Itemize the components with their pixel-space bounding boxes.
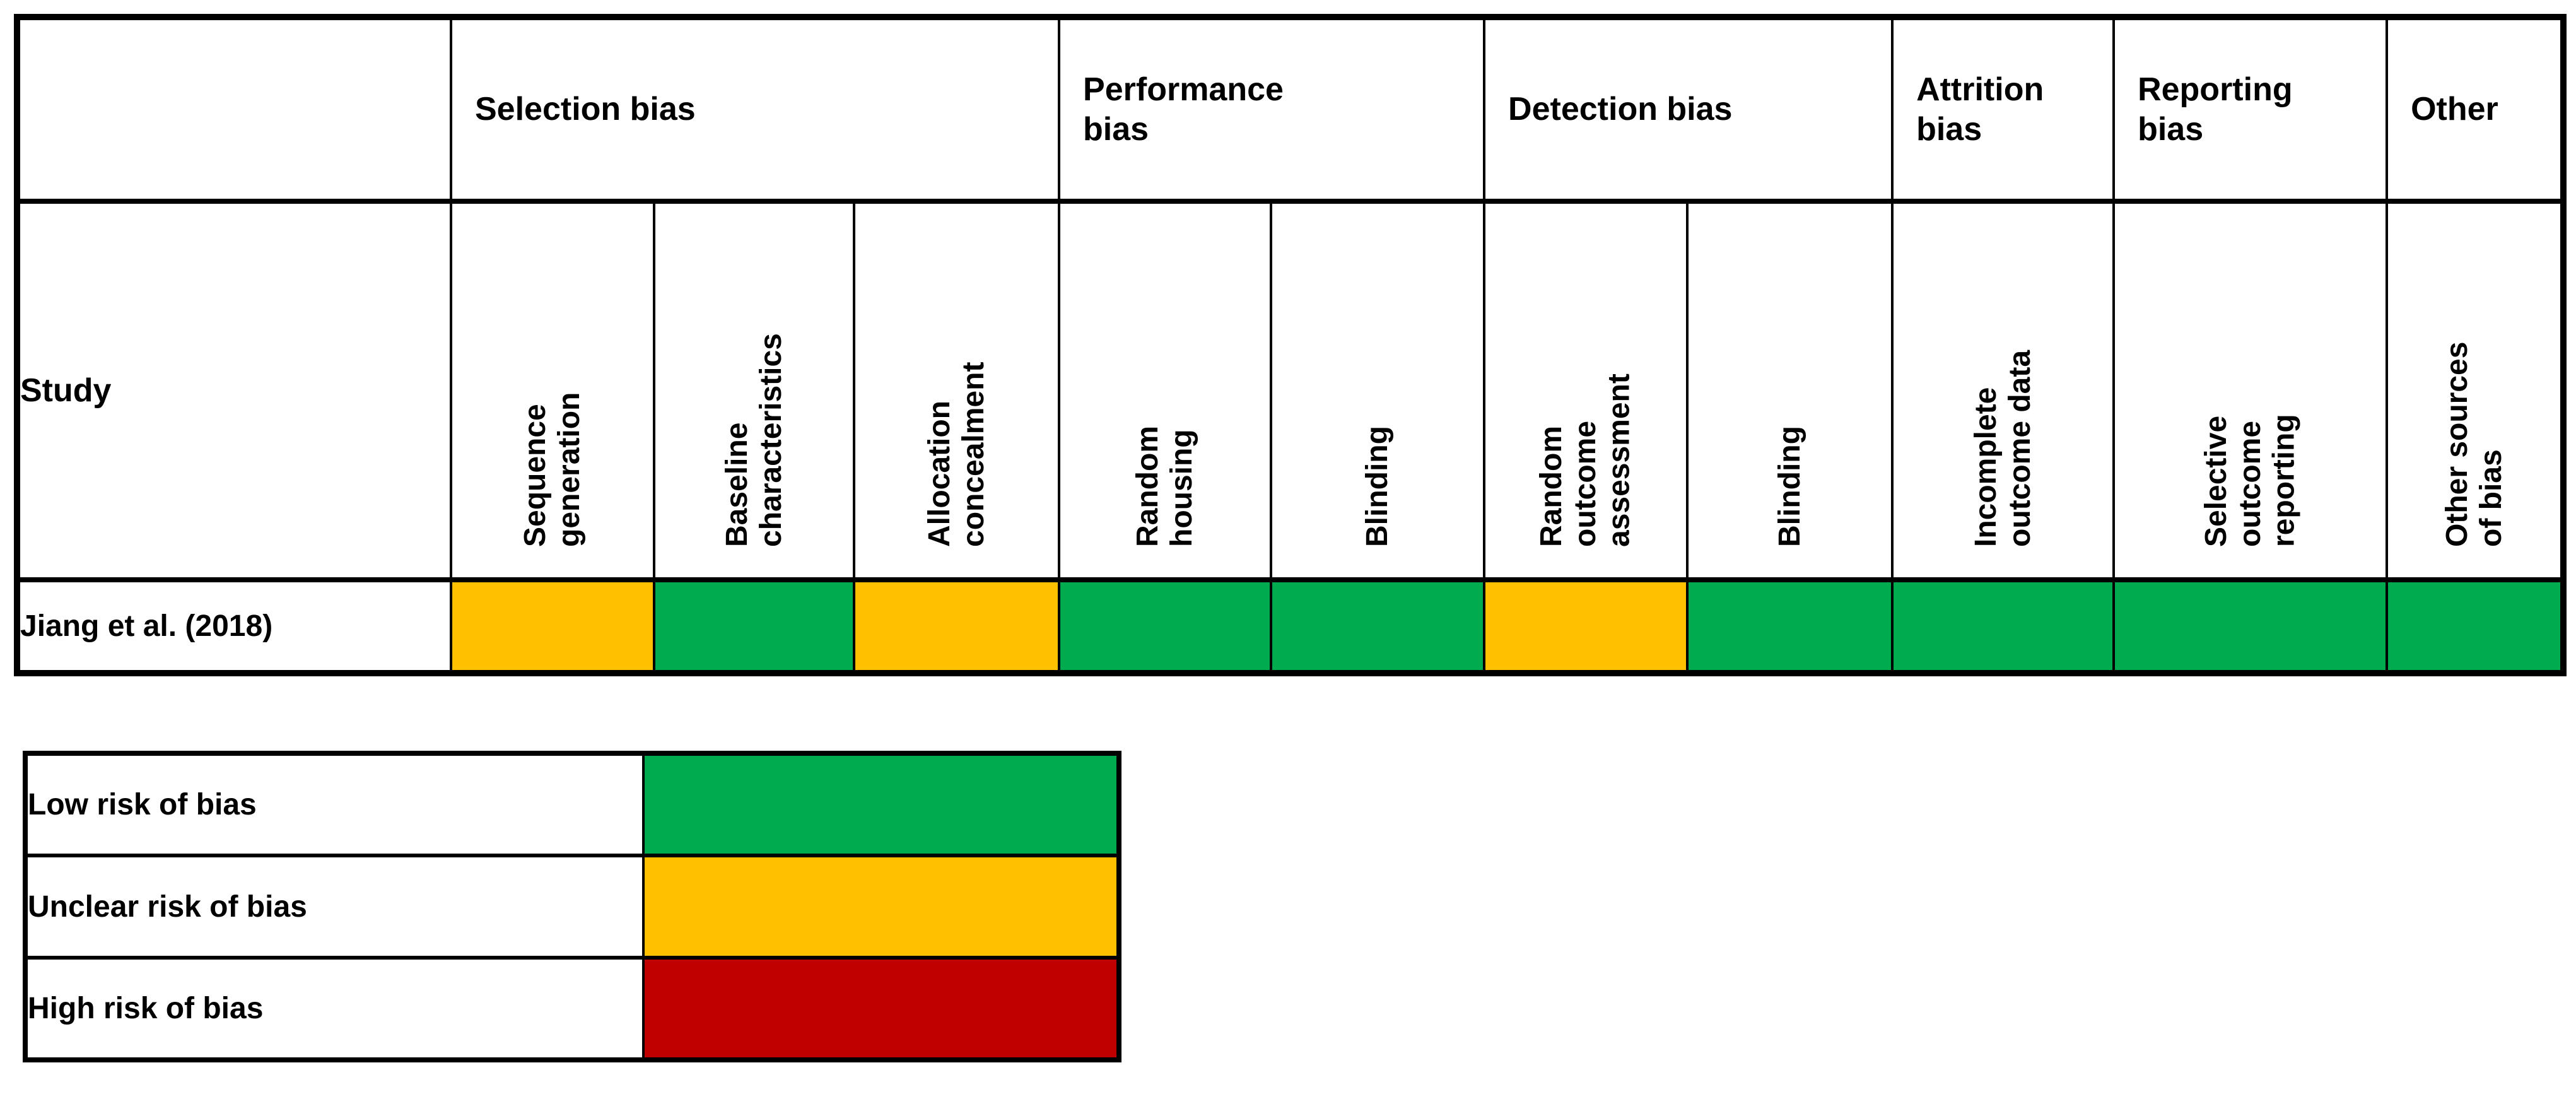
rotated-label: Incomplete outcome data xyxy=(1969,350,2037,547)
legend-swatch-low xyxy=(642,752,1120,857)
group-performance-bias: Performance bias xyxy=(1058,16,1486,204)
rotated-label: Selective outcome reporting xyxy=(2199,414,2301,547)
column-header-incomplete-outcome-data: Incomplete outcome data xyxy=(1891,200,2116,581)
legend-swatch-high xyxy=(642,956,1120,1061)
group-attrition-bias: Attrition bias xyxy=(1891,16,2116,204)
legend-swatch-unclear xyxy=(642,854,1120,959)
rating-cell-selective-outcome-reporting xyxy=(2112,577,2389,674)
column-header-allocation-concealment: Allocation concealment xyxy=(852,200,1061,581)
column-header-other-sources-of-bias: Other sources of bias xyxy=(2386,200,2565,581)
rotated-label: Random outcome assessment xyxy=(1535,373,1636,547)
legend-row-high: High risk of bias xyxy=(24,956,1120,1061)
legend-row-unclear: Unclear risk of bias xyxy=(24,854,1120,959)
column-header-blinding-detection: Blinding xyxy=(1686,200,1894,581)
rotated-label: Sequence generation xyxy=(518,392,586,547)
risk-of-bias-table: Selection bias Performance bias Detectio… xyxy=(14,14,2567,676)
rating-cell-other-sources-of-bias xyxy=(2386,577,2565,674)
rating-cell-sequence-generation xyxy=(450,577,655,674)
rotated-label: Random housing xyxy=(1131,426,1199,547)
column-header-random-outcome-assessment: Random outcome assessment xyxy=(1483,200,1689,581)
rating-cell-blinding-detection xyxy=(1686,577,1894,674)
group-selection-bias: Selection bias xyxy=(449,16,1061,204)
study-row-jiang-2018: Jiang et al. (2018) xyxy=(16,577,2565,674)
risk-legend: Low risk of bias Unclear risk of bias Hi… xyxy=(23,751,1121,1062)
legend-label-low: Low risk of bias xyxy=(24,752,645,857)
bias-group-header-row: Selection bias Performance bias Detectio… xyxy=(16,16,2565,204)
group-detection-bias: Detection bias xyxy=(1483,16,1894,204)
study-name: Jiang et al. (2018) xyxy=(16,577,452,674)
rating-cell-random-housing xyxy=(1058,577,1273,674)
rating-cell-allocation-concealment xyxy=(852,577,1061,674)
rotated-label: Blinding xyxy=(1361,426,1395,547)
rotated-label: Blinding xyxy=(1772,426,1806,547)
group-other: Other xyxy=(2386,16,2565,204)
rotated-label: Allocation concealment xyxy=(922,361,990,547)
rating-cell-blinding-performance xyxy=(1270,577,1486,674)
rating-cell-random-outcome-assessment xyxy=(1483,577,1689,674)
study-column-header: Study xyxy=(16,200,452,581)
column-header-baseline-characteristics: Baseline characteristics xyxy=(653,200,855,581)
legend-row-low: Low risk of bias xyxy=(24,752,1120,857)
legend-label-high: High risk of bias xyxy=(24,956,645,1061)
corner-cell xyxy=(16,16,452,204)
rotated-label: Other sources of bias xyxy=(2440,341,2508,547)
column-header-sequence-generation: Sequence generation xyxy=(450,200,655,581)
column-header-blinding-performance: Blinding xyxy=(1270,200,1486,581)
column-header-selective-outcome-reporting: Selective outcome reporting xyxy=(2112,200,2389,581)
rotated-label: Baseline characteristics xyxy=(720,333,788,547)
group-reporting-bias: Reporting bias xyxy=(2112,16,2389,204)
column-header-random-housing: Random housing xyxy=(1058,200,1273,581)
column-header-row: Study Sequence generation Baseline chara… xyxy=(16,200,2565,581)
rating-cell-incomplete-outcome-data xyxy=(1891,577,2116,674)
legend-label-unclear: Unclear risk of bias xyxy=(24,854,645,959)
rating-cell-baseline-characteristics xyxy=(653,577,855,674)
